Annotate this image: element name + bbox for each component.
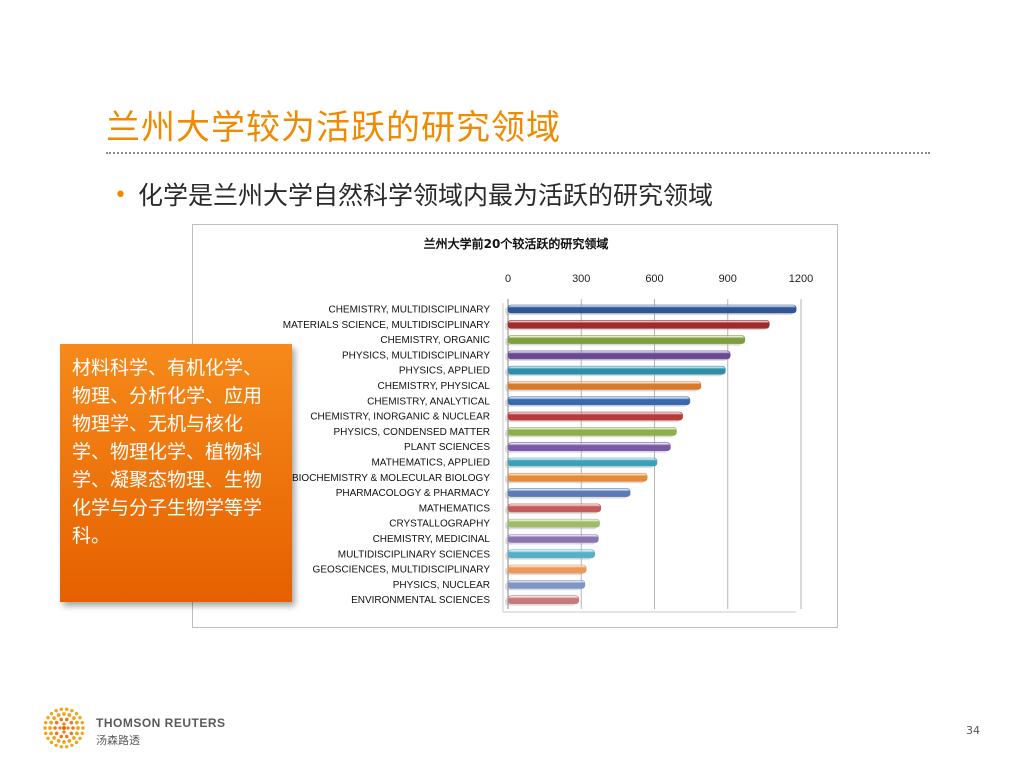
category-label: CHEMISTRY, INORGANIC & NUCLEAR: [310, 412, 490, 423]
category-label: ENVIRONMENTAL SCIENCES: [351, 595, 490, 606]
bar-chart: 兰州大学前20个较活跃的研究领域 0 300 600 900 1200 CHEMISTRY,…: [192, 224, 838, 628]
category-label: CHEMISTRY, MEDICINAL: [373, 534, 491, 545]
category-label: BIOCHEMISTRY & MOLECULAR BIOLOGY: [292, 473, 490, 484]
category-label: CHEMISTRY, MULTIDISCIPLINARY: [328, 305, 490, 316]
bar: [507, 595, 580, 605]
bar: [507, 442, 671, 451]
bar: [507, 473, 648, 482]
category-label: MATERIALS SCIENCE, MULTIDISCIPLINARY: [283, 320, 491, 331]
bar: [507, 457, 658, 467]
bar: [507, 365, 726, 375]
category-label: PHYSICS, MULTIDISCIPLINARY: [342, 350, 490, 361]
bar: [507, 503, 602, 513]
bar: [507, 335, 746, 344]
thomson-reuters-dot-logo-icon: [43, 707, 85, 749]
bar: [507, 320, 770, 329]
page-number: 34: [966, 724, 980, 737]
category-label: CHEMISTRY, ORGANIC: [380, 335, 490, 346]
category-label: MULTIDISCIPLINARY SCIENCES: [338, 549, 491, 560]
callout-box: 材料科学、有机化学、物理、分析化学、应用物理学、无机与核化学、物理化学、植物科学…: [60, 344, 292, 602]
bar: [507, 549, 595, 559]
footer-brand: THOMSON REUTERS: [96, 716, 226, 730]
bar: [507, 580, 586, 589]
category-label: CHEMISTRY, PHYSICAL: [378, 381, 491, 392]
bar: [507, 518, 600, 528]
category-label: PLANT SCIENCES: [404, 442, 490, 453]
chart-title: 兰州大学前20个较活跃的研究领域: [424, 236, 609, 251]
category-label: GEOSCIENCES, MULTIDISCIPLINARY: [313, 565, 491, 576]
bar: [507, 396, 691, 406]
bar: [507, 381, 702, 390]
category-label: CHEMISTRY, ANALYTICAL: [367, 396, 490, 407]
bar: [507, 411, 683, 421]
bar: [507, 304, 797, 314]
bullet-point: • 化学是兰州大学自然科学领域内最为活跃的研究领域: [114, 176, 904, 216]
category-label: PHYSICS, APPLIED: [399, 366, 490, 377]
x-tick-label: 300: [572, 273, 590, 285]
chart-canvas: 兰州大学前20个较活跃的研究领域 0 300 600 900 1200 CHEMISTRY,…: [283, 236, 813, 613]
category-label: PHYSICS, NUCLEAR: [393, 580, 490, 591]
category-label: CRYSTALLOGRAPHY: [389, 519, 490, 530]
slide-title: 兰州大学较为活跃的研究领域: [106, 108, 561, 148]
category-label: PHARMACOLOGY & PHARMACY: [336, 488, 491, 499]
category-label: MATHEMATICS, APPLIED: [371, 458, 490, 469]
x-tick-label: 600: [645, 273, 663, 285]
bullet-text: 化学是兰州大学自然科学领域内最为活跃的研究领域: [138, 181, 714, 210]
bar: [507, 350, 731, 360]
category-label: MATHEMATICS: [419, 503, 491, 514]
bar: [507, 488, 631, 497]
title-divider: [106, 152, 930, 154]
bar: [507, 564, 587, 574]
bullet-marker: •: [114, 183, 127, 208]
bar: [507, 534, 599, 543]
category-label: PHYSICS, CONDENSED MATTER: [334, 427, 491, 438]
x-tick-label: 900: [719, 273, 737, 285]
footer-brand-cn: 汤森路透: [96, 734, 140, 747]
bar: [507, 427, 677, 436]
x-tick-label: 0: [505, 273, 511, 285]
x-tick-label: 1200: [789, 273, 813, 285]
